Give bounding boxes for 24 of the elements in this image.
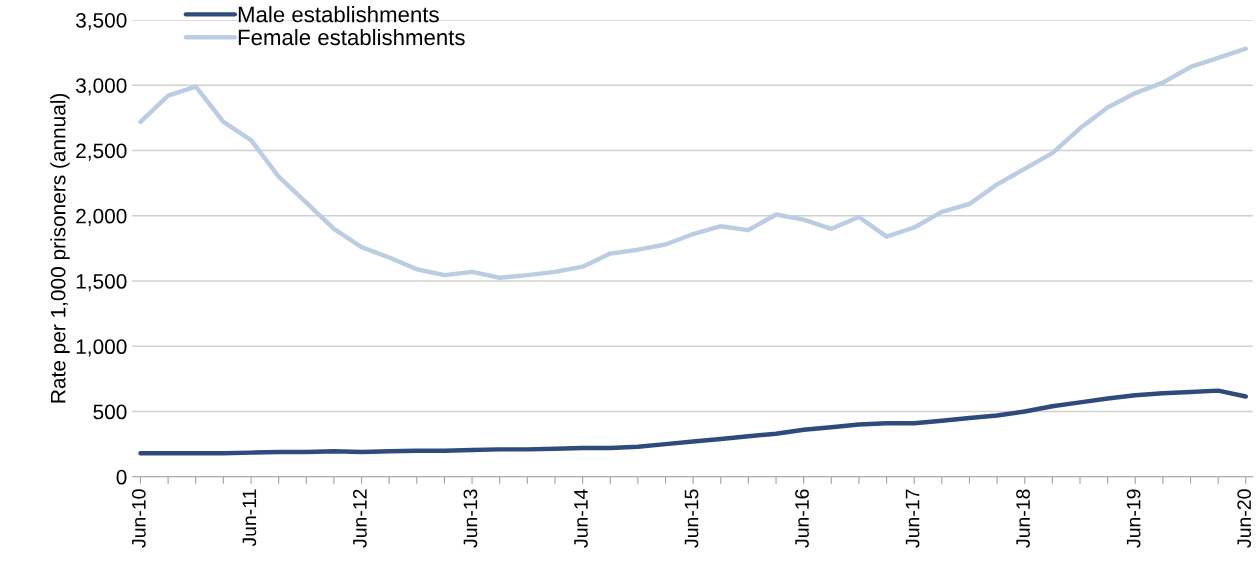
y-tick-label: 500 xyxy=(93,404,127,420)
legend-label: Female establishments xyxy=(238,28,465,46)
x-tick-label: Jun-20 xyxy=(1237,489,1252,548)
x-tick-label: Jun-16 xyxy=(795,489,809,548)
y-tick-label: 2,000 xyxy=(76,208,127,226)
x-tick-label: Jun-10 xyxy=(131,489,146,548)
x-tick-label: Jun-18 xyxy=(1016,489,1030,548)
y-tick-label: 1,500 xyxy=(76,274,127,292)
y-tick-label: 3,000 xyxy=(76,78,127,96)
line-series xyxy=(138,46,1249,280)
y-tick-label: 0 xyxy=(116,469,127,485)
legend-label: Male establishments xyxy=(238,6,439,23)
x-tick-label: Jun-13 xyxy=(463,489,478,548)
y-axis-title: Rate per 1,000 prisoners (annual) xyxy=(50,93,70,403)
x-tick-label: Jun-11 xyxy=(242,489,257,547)
y-tick-label: 1,000 xyxy=(76,339,127,357)
x-tick-label: Jun-19 xyxy=(1126,489,1141,548)
y-tick-label: 3,500 xyxy=(76,12,127,31)
x-tick-label: Jun-12 xyxy=(353,489,367,548)
y-tick-label: 2,500 xyxy=(76,143,127,161)
line-series xyxy=(138,388,1249,456)
x-tick-label: Jun-14 xyxy=(574,489,588,548)
x-tick-label: Jun-15 xyxy=(684,489,699,548)
x-tick-label: Jun-17 xyxy=(905,489,920,548)
